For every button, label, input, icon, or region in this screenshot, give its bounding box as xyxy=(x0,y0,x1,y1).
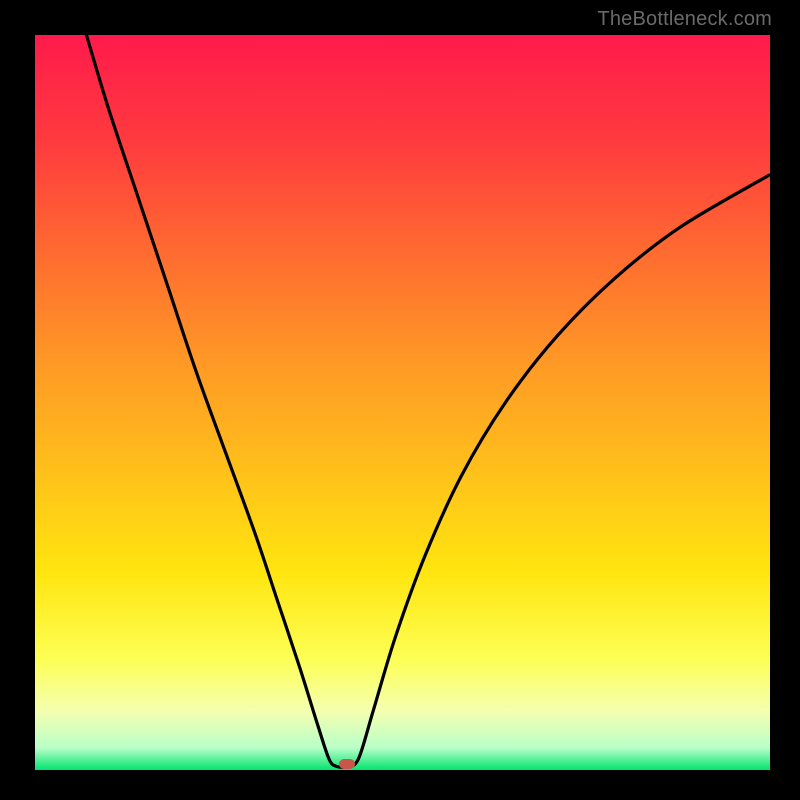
watermark-text: TheBottleneck.com xyxy=(597,8,772,31)
chart-curve-svg xyxy=(35,35,770,770)
optimal-point-marker xyxy=(339,759,355,769)
chart-plot-area xyxy=(35,35,770,770)
bottleneck-curve xyxy=(86,35,770,767)
